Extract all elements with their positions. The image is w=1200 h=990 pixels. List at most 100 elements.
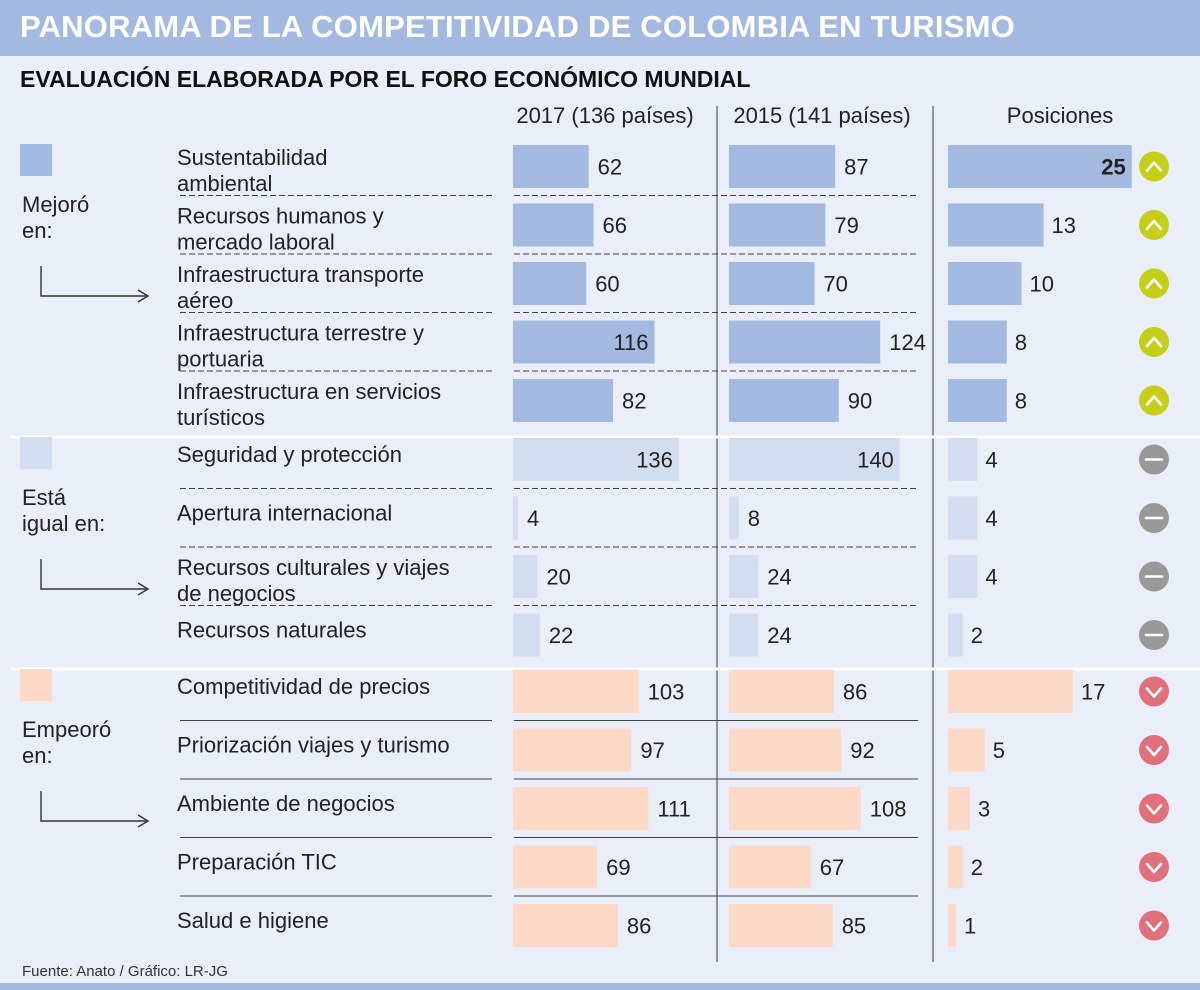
bar-2017 (513, 320, 655, 364)
value-label-2017: 22 (549, 623, 573, 648)
title-bar (0, 0, 1200, 56)
category-label: Sustentabilidad (177, 145, 327, 170)
bar-posiciones (948, 438, 978, 481)
bar-posiciones (948, 555, 978, 598)
bar-posiciones (948, 262, 1022, 305)
value-label-posiciones: 17 (1081, 680, 1105, 705)
legend-swatch-up (20, 144, 52, 176)
bar-2017 (513, 262, 587, 305)
trend-down-chevron (1145, 745, 1163, 757)
trend-up-chevron (1145, 161, 1163, 172)
value-label-posiciones: 1 (964, 914, 976, 939)
value-label-2015: 8 (748, 506, 760, 531)
source-note: Fuente: Anato / Gráfico: LR-JG (22, 963, 228, 980)
bar-2017 (513, 613, 540, 657)
group-label-down: Empeoró (22, 717, 111, 742)
value-label-2017: 111 (657, 797, 690, 822)
bar-2015 (729, 555, 759, 598)
trend-down-icon (1139, 852, 1169, 882)
category-label: aéreo (177, 288, 233, 313)
value-label-2015: 108 (870, 797, 907, 822)
value-label-2017: 82 (622, 389, 646, 414)
group-arrow-head (137, 814, 150, 828)
value-label-2017: 69 (606, 855, 630, 880)
group-label-up: en: (22, 218, 53, 243)
category-label: Preparación TIC (177, 850, 337, 875)
bar-2017 (513, 555, 538, 598)
value-label-2015: 24 (767, 565, 791, 590)
trend-up-icon (1139, 151, 1169, 182)
category-label: Priorización viajes y turismo (177, 733, 450, 758)
value-label-posiciones: 25 (1101, 155, 1125, 180)
category-label: Infraestructura en servicios (177, 379, 441, 404)
trend-up-chevron (1145, 278, 1163, 289)
bar-posiciones (948, 728, 985, 772)
value-label-2015: 90 (848, 389, 872, 414)
bar-2017 (513, 845, 598, 889)
bar-2015 (729, 496, 739, 540)
bar-2017 (513, 787, 649, 830)
value-label-2017: 62 (598, 155, 622, 180)
trend-up-icon (1139, 268, 1169, 299)
bar-2015 (729, 904, 833, 947)
bar-2015 (729, 787, 861, 830)
bar-2017 (513, 145, 589, 188)
bar-2015 (729, 670, 834, 713)
category-label: Apertura internacional (177, 501, 392, 526)
value-label-2017: 136 (636, 448, 673, 473)
bar-2017 (513, 379, 614, 422)
category-label: turísticos (177, 405, 265, 430)
value-label-posiciones: 13 (1052, 213, 1076, 238)
column-header-2017: 2017 (136 países) (516, 103, 694, 128)
value-label-posiciones: 4 (985, 506, 997, 531)
trend-down-icon (1139, 910, 1169, 941)
value-label-2017: 60 (595, 272, 619, 297)
value-label-2015: 87 (844, 155, 868, 180)
group-arrow-line (40, 266, 146, 297)
bar-2015 (729, 438, 900, 481)
column-header-2015: 2015 (141 países) (733, 103, 911, 128)
trend-down-chevron (1145, 921, 1163, 932)
bar-2017 (513, 728, 632, 772)
value-label-posiciones: 2 (971, 623, 983, 648)
group-label-up: Mejoró (22, 192, 89, 217)
bottom-bar (0, 983, 1200, 990)
trend-up-chevron (1145, 219, 1163, 231)
trend-down-icon (1139, 735, 1169, 765)
bar-posiciones (948, 145, 1132, 188)
bar-2017 (513, 496, 518, 540)
category-label: Ambiente de negocios (177, 791, 395, 816)
value-label-posiciones: 5 (993, 738, 1005, 763)
value-label-posiciones: 10 (1030, 272, 1054, 297)
category-label: Recursos culturales y viajes (177, 555, 450, 580)
category-label: Infraestructura transporte (177, 262, 424, 287)
trend-up-chevron (1145, 336, 1163, 348)
value-label-2017: 66 (603, 213, 627, 238)
group-arrow-line (40, 791, 146, 822)
category-label: portuaria (177, 347, 265, 372)
value-label-2015: 24 (767, 623, 791, 648)
group-arrow-line (40, 559, 146, 590)
bar-2015 (729, 320, 881, 364)
trend-down-chevron (1145, 862, 1163, 874)
value-label-2017: 97 (640, 738, 664, 763)
value-label-posiciones: 3 (978, 797, 990, 822)
trend-up-icon (1139, 327, 1169, 357)
bar-posiciones (948, 379, 1007, 422)
bar-2015 (729, 262, 815, 305)
category-label: ambiental (177, 171, 272, 196)
value-label-2015: 85 (842, 914, 866, 939)
trend-down-icon (1139, 793, 1169, 824)
bar-posiciones (948, 320, 1007, 364)
chart-subtitle: EVALUACIÓN ELABORADA POR EL FORO ECONÓMI… (20, 66, 751, 92)
trend-up-icon (1139, 385, 1169, 416)
group-arrow-head (137, 289, 150, 303)
bar-posiciones (948, 203, 1044, 247)
chart-title: PANORAMA DE LA COMPETITIVIDAD DE COLOMBI… (20, 9, 1015, 44)
value-label-posiciones: 4 (985, 565, 997, 590)
value-label-2017: 86 (627, 914, 651, 939)
bar-posiciones (948, 787, 971, 830)
category-label: Infraestructura terrestre y (177, 321, 424, 346)
trend-up-chevron (1145, 395, 1163, 406)
bar-2017 (513, 670, 639, 713)
